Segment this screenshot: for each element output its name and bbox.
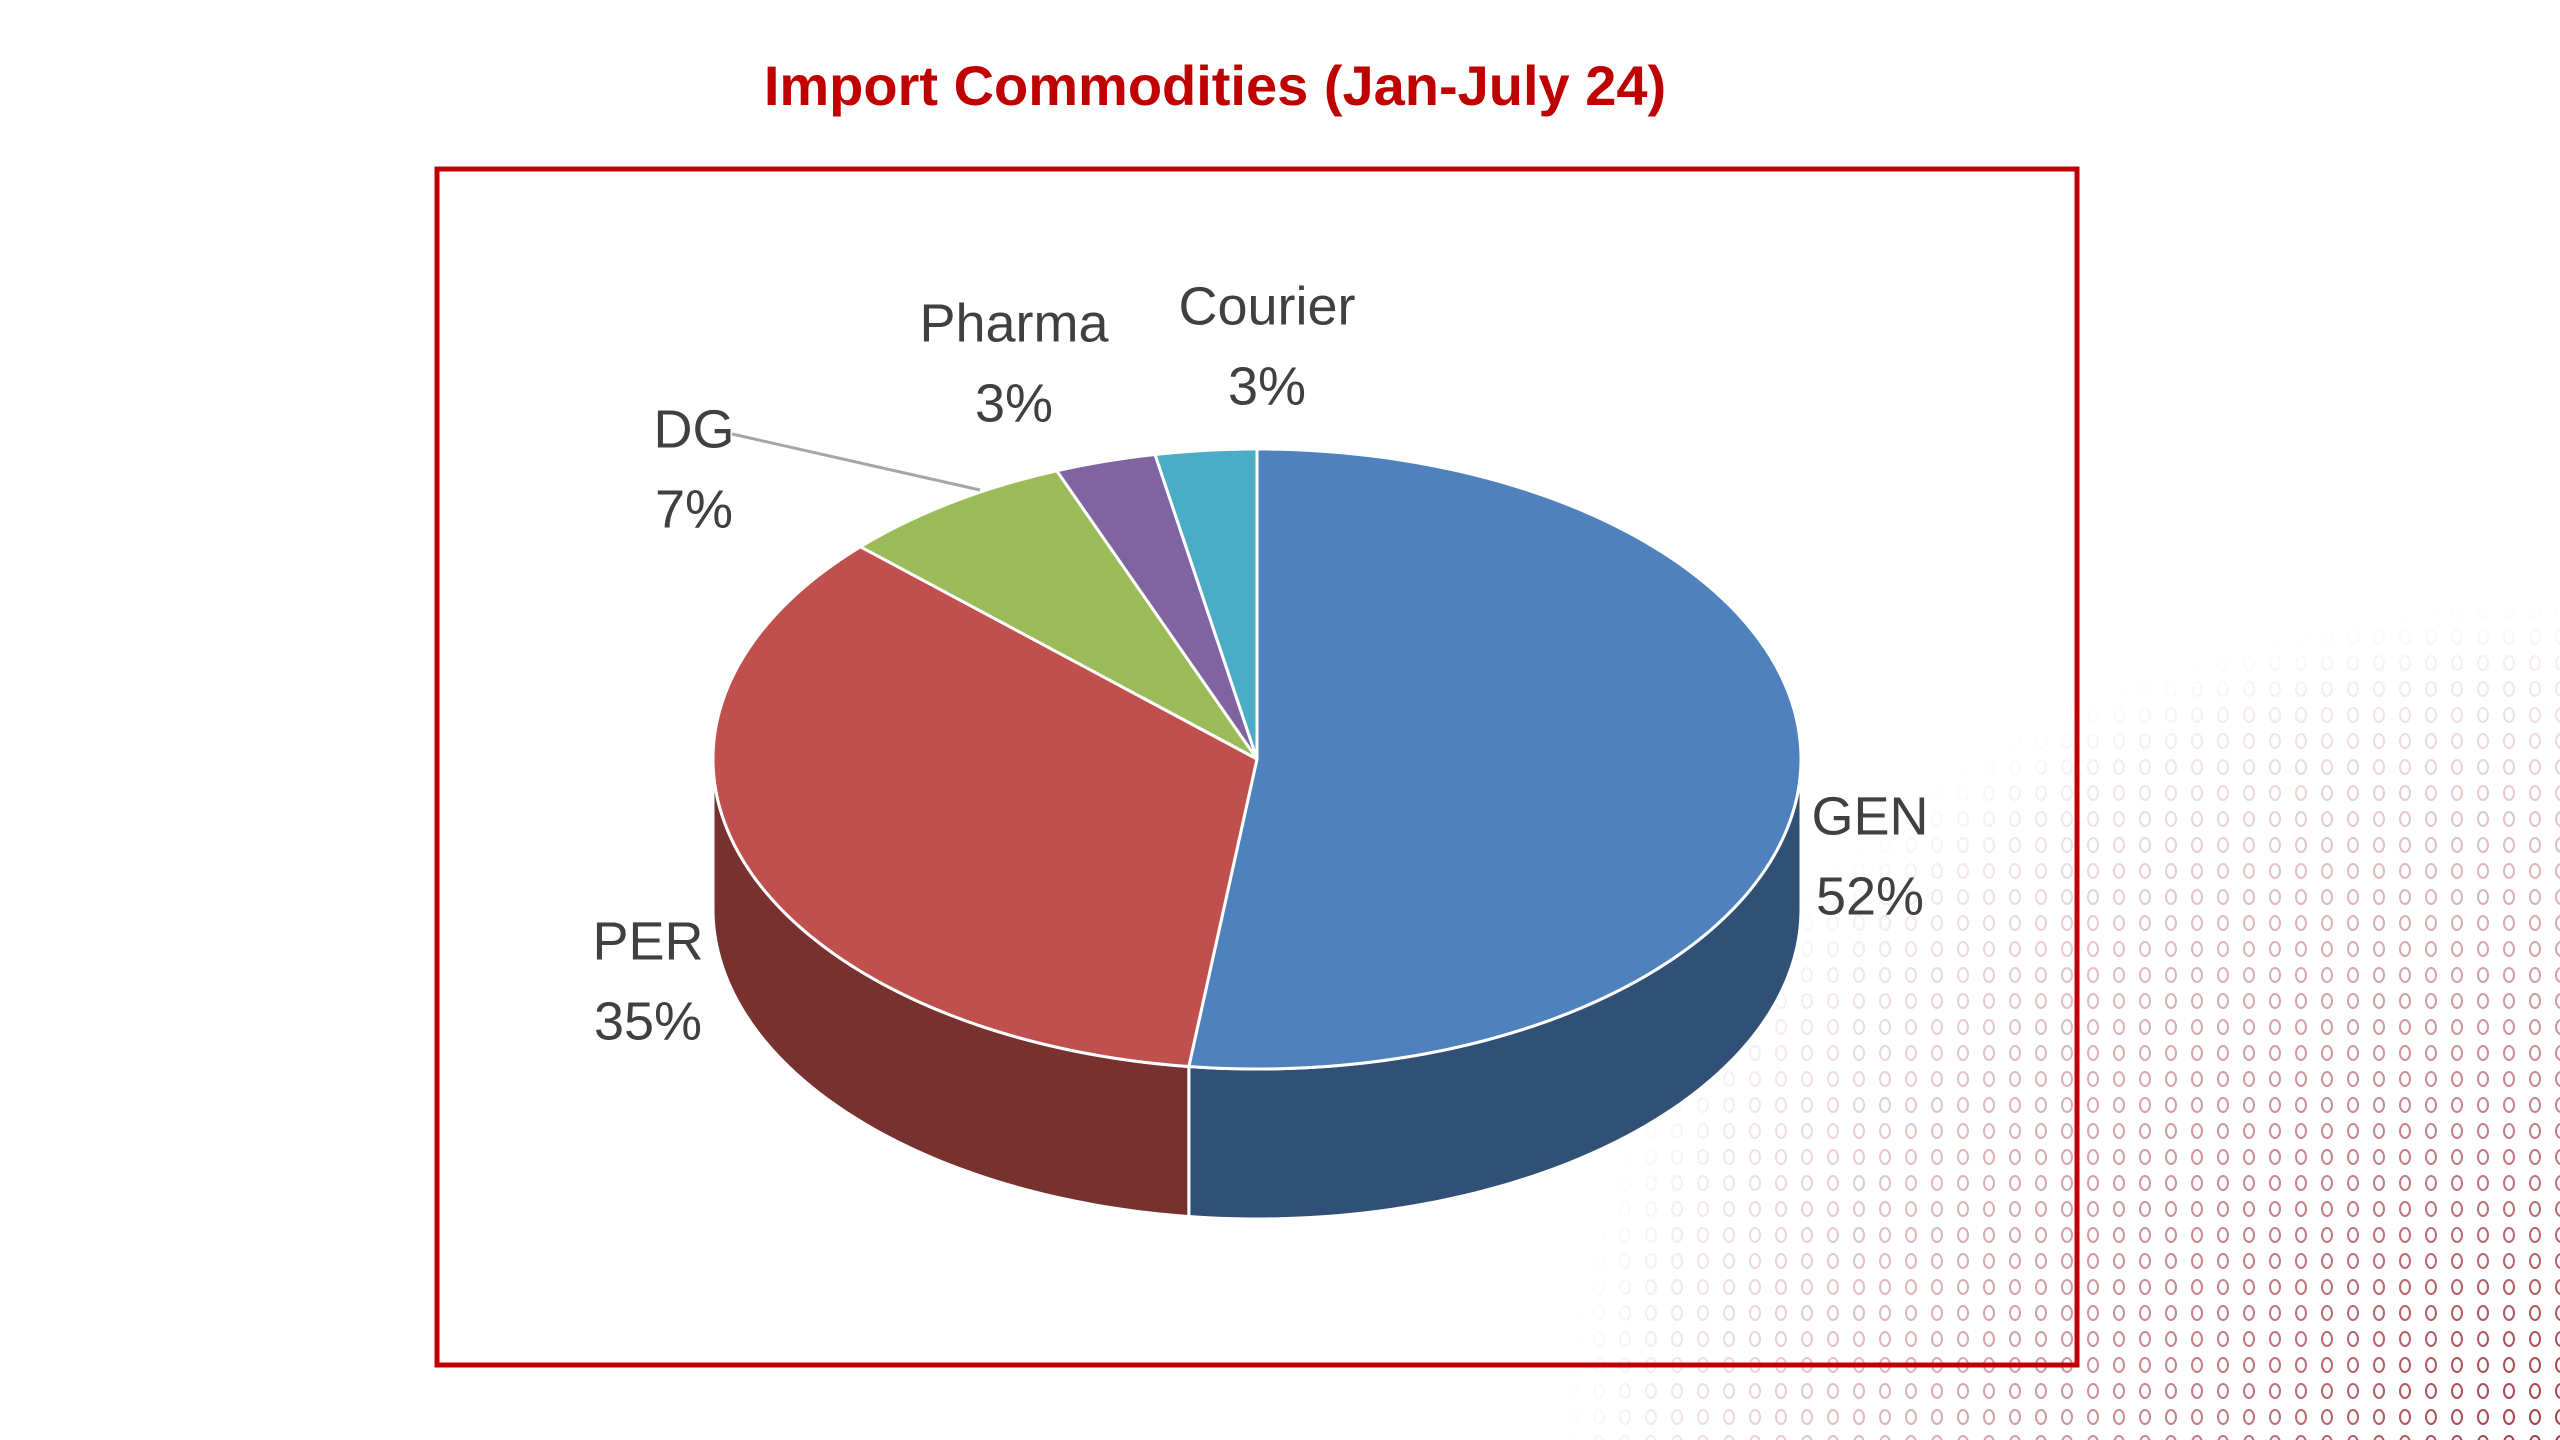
pie-top	[711, 447, 1803, 1071]
data-label-name: GEN	[1811, 786, 1928, 846]
data-label-name: DG	[654, 399, 735, 459]
slice	[1153, 447, 1259, 760]
data-label-name: PER	[592, 911, 703, 971]
slice	[1054, 452, 1259, 760]
data-label-value: 3%	[975, 373, 1053, 433]
data-label-name: Pharma	[919, 293, 1109, 353]
pie	[711, 447, 1803, 1221]
slice	[857, 469, 1259, 761]
data-label-value: 35%	[594, 991, 702, 1051]
slice	[711, 545, 1259, 1069]
chart-frame	[434, 166, 2080, 1368]
data-label-value: 52%	[1816, 866, 1924, 926]
data-label-name: Courier	[1178, 276, 1355, 336]
chart-title: Import Commodities (Jan-July 24)	[764, 54, 1666, 117]
slice	[1186, 447, 1803, 1071]
leader-line	[731, 432, 981, 492]
data-label-value: 7%	[655, 479, 733, 539]
data-label-value: 3%	[1228, 356, 1306, 416]
